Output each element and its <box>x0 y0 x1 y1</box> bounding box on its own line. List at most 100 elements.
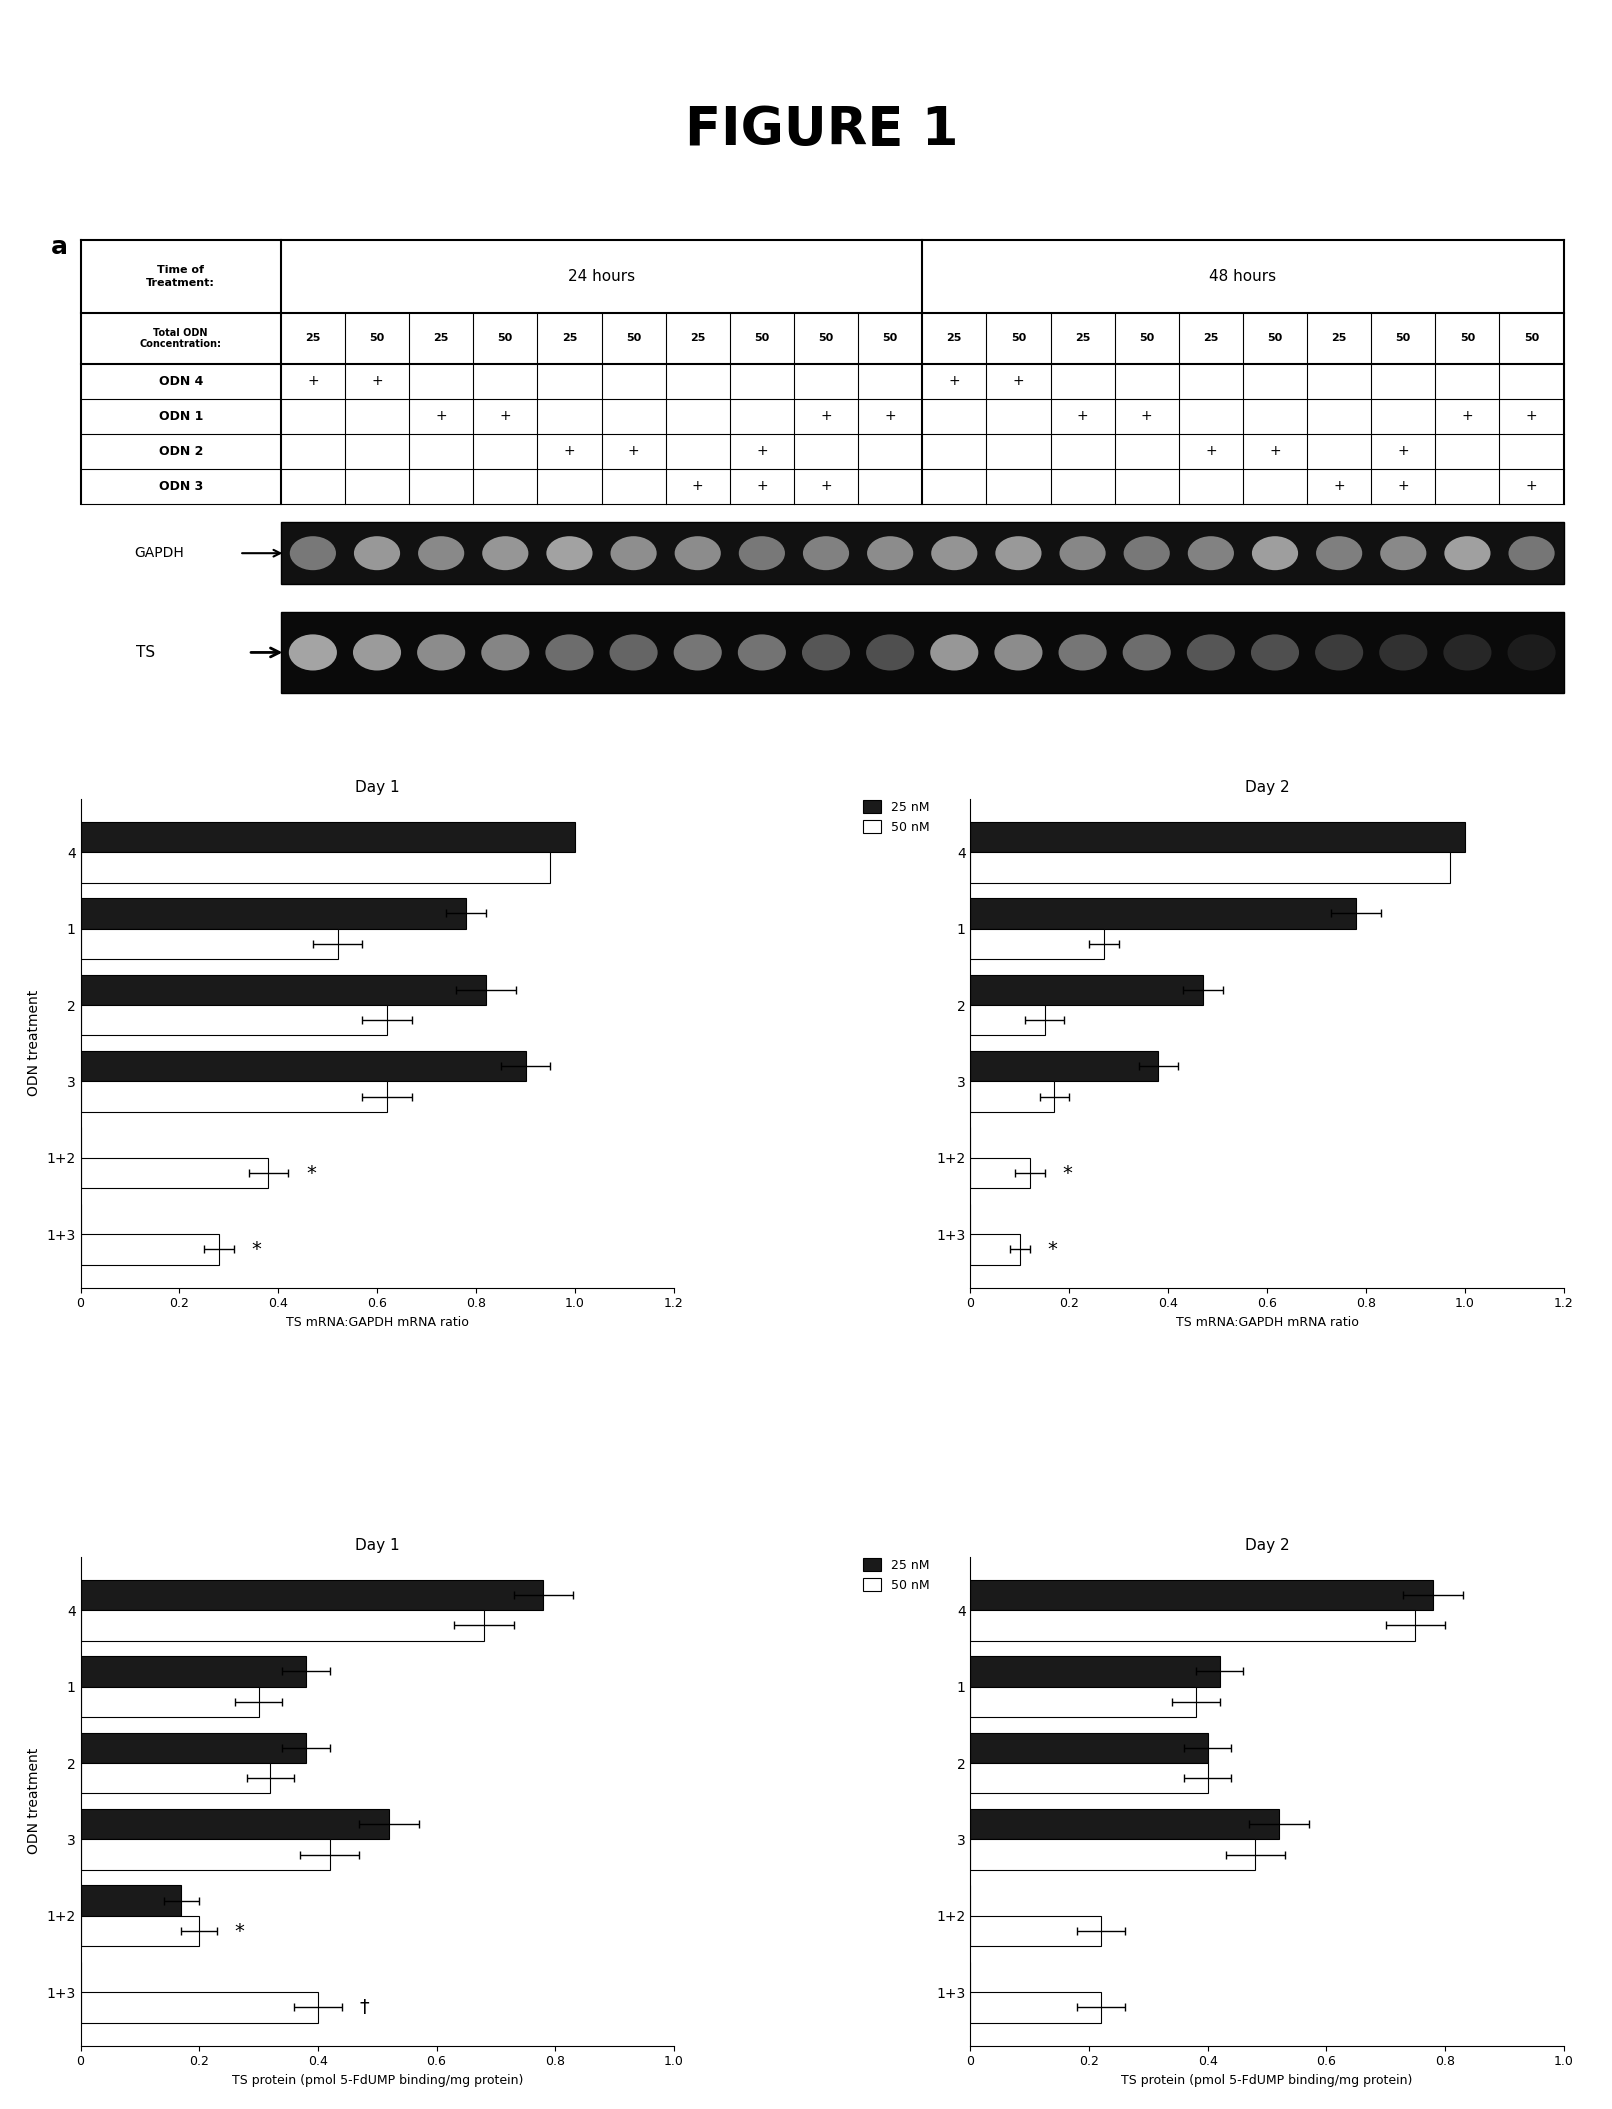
Text: 50: 50 <box>1460 333 1475 344</box>
Title: Day 2: Day 2 <box>1244 1537 1290 1552</box>
Text: +: + <box>1333 479 1344 494</box>
Bar <box>970 898 1356 928</box>
Text: *: * <box>1062 1164 1072 1183</box>
Ellipse shape <box>675 536 721 569</box>
Text: 50: 50 <box>1523 333 1539 344</box>
Bar <box>280 523 1564 584</box>
Text: *: * <box>1048 1240 1057 1259</box>
Bar <box>81 1687 258 1717</box>
Bar <box>970 1915 1101 1947</box>
Ellipse shape <box>546 536 593 569</box>
Text: 25: 25 <box>305 333 321 344</box>
Bar <box>970 1609 1415 1641</box>
Text: ODN 4: ODN 4 <box>158 375 203 388</box>
Text: +: + <box>1141 409 1153 424</box>
Ellipse shape <box>995 536 1041 569</box>
Bar <box>81 1810 388 1839</box>
Bar <box>81 1234 219 1265</box>
Bar <box>81 1656 306 1687</box>
Bar <box>970 823 1465 852</box>
Text: 50: 50 <box>369 333 385 344</box>
Text: 50: 50 <box>1011 333 1027 344</box>
Text: 25: 25 <box>1203 333 1219 344</box>
Text: a: a <box>52 234 68 259</box>
Ellipse shape <box>482 536 529 569</box>
Bar <box>970 1082 1054 1111</box>
Bar <box>81 898 466 928</box>
Ellipse shape <box>674 635 722 671</box>
Ellipse shape <box>355 536 400 569</box>
Y-axis label: ODN treatment: ODN treatment <box>27 989 40 1097</box>
Title: Day 1: Day 1 <box>355 780 400 795</box>
Text: 25: 25 <box>1332 333 1348 344</box>
Bar <box>970 1734 1207 1763</box>
Text: GAPDH: GAPDH <box>135 546 184 561</box>
Bar <box>970 1810 1278 1839</box>
Text: +: + <box>1525 409 1538 424</box>
Bar <box>970 1993 1101 2023</box>
Ellipse shape <box>609 635 658 671</box>
Bar <box>970 1687 1196 1717</box>
Text: +: + <box>1077 409 1088 424</box>
Ellipse shape <box>289 635 337 671</box>
Text: +: + <box>821 409 832 424</box>
Bar <box>970 1050 1159 1082</box>
Text: +: + <box>627 445 640 458</box>
Text: 50: 50 <box>498 333 513 344</box>
Text: 50: 50 <box>625 333 642 344</box>
Ellipse shape <box>1188 536 1233 569</box>
Text: +: + <box>1206 445 1217 458</box>
Ellipse shape <box>1507 635 1556 671</box>
Text: ODN 1: ODN 1 <box>158 409 203 422</box>
Text: +: + <box>1398 445 1409 458</box>
Bar <box>81 1734 306 1763</box>
Bar <box>970 852 1449 882</box>
Legend: 25 nM, 50 nM: 25 nM, 50 nM <box>858 1552 935 1597</box>
Bar <box>81 974 485 1006</box>
Ellipse shape <box>1444 536 1491 569</box>
Text: *: * <box>306 1164 316 1183</box>
X-axis label: TS protein (pmol 5-FdUMP binding/mg protein): TS protein (pmol 5-FdUMP binding/mg prot… <box>1122 2073 1412 2088</box>
Ellipse shape <box>801 635 850 671</box>
Text: +: + <box>692 479 703 494</box>
Bar <box>970 928 1104 960</box>
Bar <box>81 823 575 852</box>
Text: 50: 50 <box>819 333 833 344</box>
Bar <box>81 1082 387 1111</box>
Ellipse shape <box>482 635 529 671</box>
Ellipse shape <box>290 536 335 569</box>
Ellipse shape <box>418 635 466 671</box>
Bar <box>81 1006 387 1036</box>
Text: 50: 50 <box>1140 333 1154 344</box>
Text: Time of
Treatment:: Time of Treatment: <box>147 266 214 287</box>
Text: +: + <box>1398 479 1409 494</box>
Ellipse shape <box>738 635 787 671</box>
Bar <box>81 928 337 960</box>
Bar <box>81 852 550 882</box>
Text: +: + <box>306 373 319 388</box>
Ellipse shape <box>1059 536 1106 569</box>
Text: +: + <box>1269 445 1282 458</box>
Bar <box>81 1839 330 1871</box>
Ellipse shape <box>1186 635 1235 671</box>
Text: 48 hours: 48 hours <box>1209 270 1277 285</box>
Text: †: † <box>359 1997 369 2016</box>
Text: +: + <box>500 409 511 424</box>
Text: 50: 50 <box>754 333 769 344</box>
Text: 25: 25 <box>946 333 962 344</box>
Text: +: + <box>564 445 575 458</box>
Bar <box>81 1158 269 1187</box>
Ellipse shape <box>1253 536 1298 569</box>
Bar <box>81 1763 271 1793</box>
Bar <box>970 1656 1220 1687</box>
Text: +: + <box>948 373 961 388</box>
Bar <box>81 1915 200 1947</box>
Ellipse shape <box>1122 635 1170 671</box>
Text: ODN 2: ODN 2 <box>158 445 203 458</box>
X-axis label: TS mRNA:GAPDH mRNA ratio: TS mRNA:GAPDH mRNA ratio <box>285 1316 469 1329</box>
Ellipse shape <box>1124 536 1170 569</box>
Title: Day 2: Day 2 <box>1244 780 1290 795</box>
Text: +: + <box>756 445 767 458</box>
Ellipse shape <box>418 536 464 569</box>
Bar <box>970 1006 1045 1036</box>
